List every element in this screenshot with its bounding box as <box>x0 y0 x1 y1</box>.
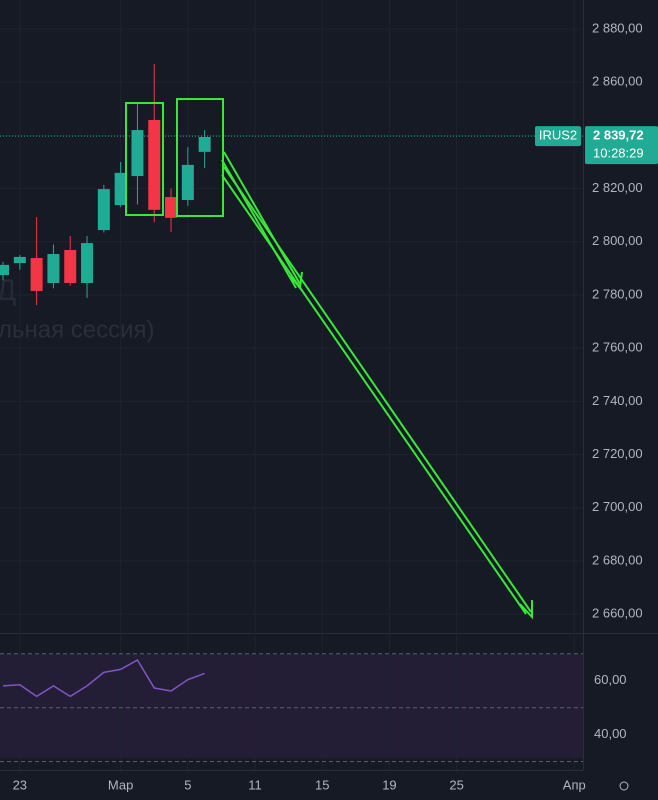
x-tick-label: 11 <box>248 777 262 792</box>
x-tick-label: 19 <box>382 777 396 792</box>
x-tick-label: 25 <box>449 777 463 792</box>
candle-body <box>47 253 60 283</box>
y-tick-label: 2 660,00 <box>592 606 643 621</box>
rsi-band-fill <box>0 654 583 758</box>
candle-body <box>181 164 194 201</box>
highlight-box <box>176 98 224 217</box>
y-tick-label: 60,00 <box>594 672 627 687</box>
arrow <box>221 166 533 620</box>
candle-body <box>13 256 26 264</box>
y-tick-label: 2 820,00 <box>592 180 643 195</box>
settings-icon[interactable] <box>619 781 629 791</box>
x-tick-label: 5 <box>184 777 191 792</box>
x-tick-label: 15 <box>315 777 329 792</box>
y-tick-label: 2 680,00 <box>592 552 643 567</box>
marks <box>0 64 211 698</box>
y-tick-label: 2 800,00 <box>592 233 643 248</box>
candle-body <box>97 189 110 231</box>
candle-body <box>198 136 211 152</box>
highlight-box <box>125 102 164 216</box>
candle-body <box>30 257 43 291</box>
y-tick-label: 2 760,00 <box>592 340 643 355</box>
countdown: 10:28:29 <box>593 146 644 161</box>
x-tick-label: Апр <box>563 777 586 792</box>
grid <box>0 0 583 770</box>
annotations <box>125 98 533 620</box>
last-price-label: 2 839,72 <box>593 128 644 143</box>
candle-body <box>165 197 178 218</box>
symbol-tag <box>535 126 581 147</box>
x-tick-label: 23 <box>13 777 27 792</box>
y-tick-label: 2 880,00 <box>592 20 643 35</box>
candle-body <box>0 264 10 276</box>
candle-body <box>131 130 144 177</box>
y-tick-label: 2 700,00 <box>592 499 643 514</box>
y-tick-label: 40,00 <box>594 726 627 741</box>
rsi-line <box>2 658 205 698</box>
symbol-label: IRUS2 <box>539 128 577 143</box>
x-tick-label: Мар <box>108 777 133 792</box>
price-tag <box>585 126 658 165</box>
candle-body <box>64 250 77 283</box>
watermark: льная сессия) <box>0 316 155 343</box>
candle-body <box>114 172 127 206</box>
y-tick-label: 2 740,00 <box>592 393 643 408</box>
candle-body <box>81 243 94 283</box>
y-tick-label: 2 860,00 <box>592 74 643 89</box>
y-tick-label: 2 780,00 <box>592 286 643 301</box>
candle-body <box>148 119 161 210</box>
watermark: Д <box>0 274 16 307</box>
y-tick-label: 2 720,00 <box>592 446 643 461</box>
